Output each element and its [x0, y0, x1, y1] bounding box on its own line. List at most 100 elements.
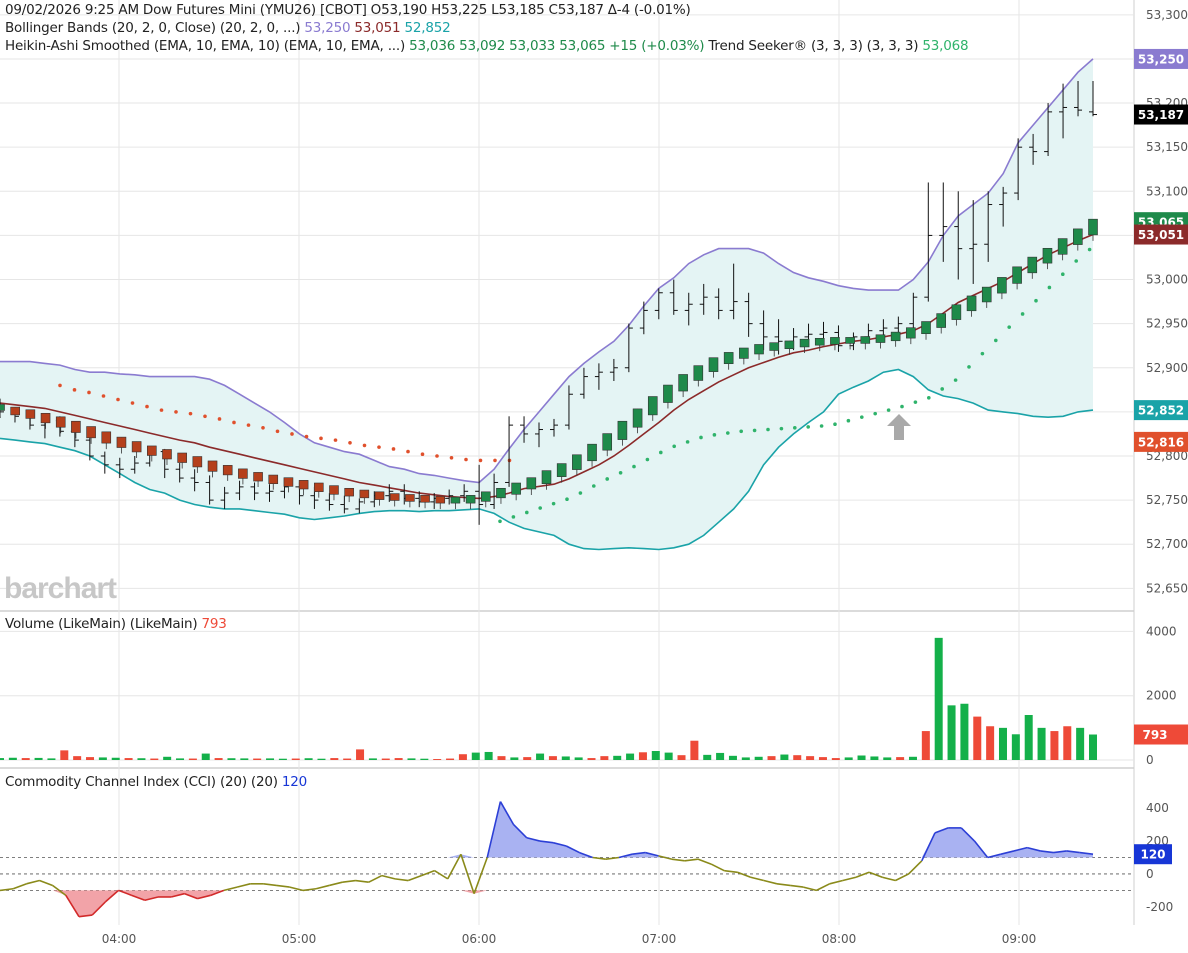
ha-candle-up: [1073, 228, 1083, 245]
volume-bar: [330, 758, 339, 760]
ha-candle-down: [313, 482, 324, 492]
volume-bar: [1037, 727, 1046, 760]
trend-dot-up: [632, 464, 636, 469]
trend-dot-down: [406, 449, 410, 454]
time-tick-label: 04:00: [102, 932, 137, 946]
cci-segment: [697, 858, 712, 865]
cci-segment: [381, 874, 396, 880]
heikin-ashi-candles: [0, 218, 1098, 510]
trend-dot-up: [1074, 259, 1078, 263]
volume-tag: [1134, 724, 1188, 745]
volume-bar: [278, 758, 287, 760]
ha-candle-down: [253, 472, 263, 482]
trend-dot-down: [246, 423, 251, 427]
volume-bar: [73, 756, 82, 760]
trend-dot-down: [101, 394, 106, 398]
cci-segment: [987, 853, 1002, 859]
ha-candle-up: [723, 352, 734, 365]
volume-bar: [934, 637, 943, 760]
instrument-name[interactable]: Dow Futures Mini (YMU26) [CBOT]: [142, 2, 367, 18]
volume-bar: [291, 758, 300, 760]
cci-params: (20): [250, 774, 278, 790]
time-tick-label: 08:00: [822, 932, 857, 946]
ha-name[interactable]: Heikin-Ashi Smoothed (EMA, 10, EMA, 10): [5, 38, 280, 54]
trend-name[interactable]: Trend Seeker® (3, 3, 3): [708, 38, 863, 54]
ha-candle-up: [754, 344, 764, 355]
volume-bar: [188, 758, 197, 760]
volume-bar: [626, 753, 635, 760]
volume-label[interactable]: Volume (LikeMain): [5, 616, 126, 632]
trend-dot-down: [391, 447, 396, 451]
volume-bar: [638, 752, 647, 760]
price-tick-label: 52,950: [1146, 317, 1188, 331]
ha-candle-down: [207, 460, 218, 472]
volume-bar: [317, 758, 326, 760]
cci-segment: [960, 827, 976, 842]
open-value: O53,190: [370, 2, 428, 18]
trend-dot-down: [58, 383, 62, 388]
volume-bar: [767, 756, 776, 760]
cci-segment: [882, 876, 896, 882]
trend-dot-up: [980, 351, 985, 356]
ha-candle-down: [238, 468, 248, 479]
cci-segment: [1000, 850, 1015, 855]
cci-segment: [1013, 846, 1028, 852]
cci-segment: [421, 869, 435, 877]
volume-bar: [728, 755, 737, 760]
ha-high: 53,092: [459, 38, 506, 54]
cci-label[interactable]: Commodity Channel Index (CCI) (20): [5, 774, 247, 790]
ha-candle-up: [951, 304, 962, 320]
trend-dot-down: [478, 458, 483, 463]
bb-name[interactable]: Bollinger Bands (20, 2, 0, Close): [5, 20, 216, 36]
cci-segment: [790, 884, 804, 888]
ha-candle-up: [496, 487, 506, 499]
cci-value: 120: [281, 774, 307, 790]
volume-bar: [356, 749, 365, 760]
header-date: 09/02/2026: [5, 2, 81, 18]
time-tick-label: 07:00: [642, 932, 677, 946]
cci-segment: [579, 851, 593, 859]
price-tick-label: 53,300: [1146, 8, 1188, 22]
cci-segment: [1040, 850, 1054, 854]
cci-segment: [605, 856, 620, 860]
ha-candle-down: [268, 474, 279, 485]
ha-change: +15 (+0.03%): [609, 38, 705, 54]
price-tick-label: 52,750: [1146, 493, 1188, 507]
ha-close: 53,065: [559, 38, 606, 54]
ha-candle-up: [647, 396, 658, 416]
volume-bar: [176, 758, 185, 760]
cci-segment: [407, 874, 422, 882]
ha-candle-up: [1027, 256, 1038, 274]
ha-candle-up: [587, 443, 597, 462]
trend-dot-up: [752, 428, 757, 433]
ha-candle-down: [435, 495, 446, 504]
trend-dot-up: [873, 411, 877, 416]
trend-dot-down: [493, 458, 497, 463]
cci-segment: [223, 886, 238, 892]
trend-dot-up: [967, 365, 971, 369]
ha-params: (EMA, 10, EMA, ...): [283, 38, 406, 54]
ha-candle-up: [678, 374, 688, 392]
cci-segment: [724, 869, 738, 874]
trend-dot-up: [819, 424, 824, 428]
volume-bar: [600, 756, 609, 760]
time-tick-label: 05:00: [282, 932, 317, 946]
volume-bar: [0, 758, 4, 760]
bb-middle-value: 53,051: [354, 20, 401, 36]
cci-legend: Commodity Channel Index (CCI) (20) (20) 12…: [5, 774, 311, 790]
volume-bar: [253, 758, 262, 760]
cci-segment: [552, 841, 567, 847]
ha-candle-down: [86, 426, 96, 439]
cci-line: [0, 801, 1094, 918]
trend-dot-up: [538, 506, 542, 510]
ha-candle-up: [465, 495, 476, 504]
cci-segment: [78, 914, 93, 918]
trend-dot-down: [449, 455, 454, 460]
cci-segment: [763, 879, 778, 885]
ha-candle-up: [602, 433, 613, 451]
cci-segment: [170, 892, 185, 898]
volume-bar: [960, 703, 969, 760]
trend-dot-down: [145, 404, 149, 409]
ha-candle-up: [526, 477, 537, 490]
